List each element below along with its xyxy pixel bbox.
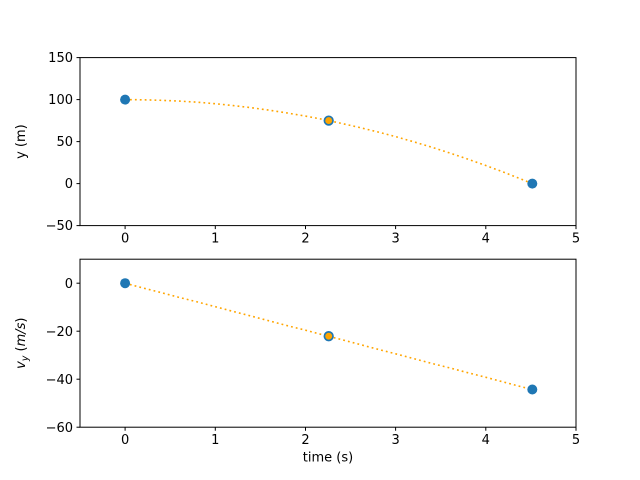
x-tick-label: 3 [391,231,399,246]
x-tick-label: 2 [301,231,309,246]
y-tick-label: 0 [65,277,73,292]
x-tick-label: 3 [391,433,399,448]
x-tick-label: 5 [572,433,580,448]
y-tick-label: 50 [56,135,73,150]
x-tick-label: 4 [482,433,490,448]
axes-spines [79,57,577,227]
y-tick-label: 0 [65,177,73,192]
vy-endpoint-markers [120,278,131,289]
x-tick-label: 1 [211,433,219,448]
y-event-marker [323,115,334,126]
vy-event-marker [323,331,334,342]
y-tick-label: −20 [46,325,73,340]
axes-y-vs-time: 0 1 2 3 4 5 −50 0 50 100 150 y (m) [14,51,580,246]
x-tick-label: 1 [211,231,219,246]
y-endpoint-markers [527,178,538,189]
axes-spines [79,258,577,428]
x-axis-label: time (s) [303,450,353,465]
y-tick-label: −60 [46,421,73,436]
x-tick-label: 4 [482,231,490,246]
y-axis-label: y (m) [14,124,29,159]
x-tick-label: 2 [301,433,309,448]
x-tick-label: 0 [121,231,129,246]
y-axis-label: vy (m/s) [14,318,31,369]
y-tick-label: 150 [48,51,73,66]
y-endpoint-markers [120,94,131,105]
y-tick-label: −50 [46,219,73,234]
x-tick-label: 5 [572,231,580,246]
x-tick-label: 0 [121,433,129,448]
y-tick-label: −40 [46,373,73,388]
axes-vy-vs-time: 0 1 2 3 4 5 −60 −40 −20 0 vy (m/s) time (s) [14,258,580,465]
y-tick-label: 100 [48,93,73,108]
y-solution-curve [125,98,533,185]
vy-endpoint-markers [527,384,538,395]
